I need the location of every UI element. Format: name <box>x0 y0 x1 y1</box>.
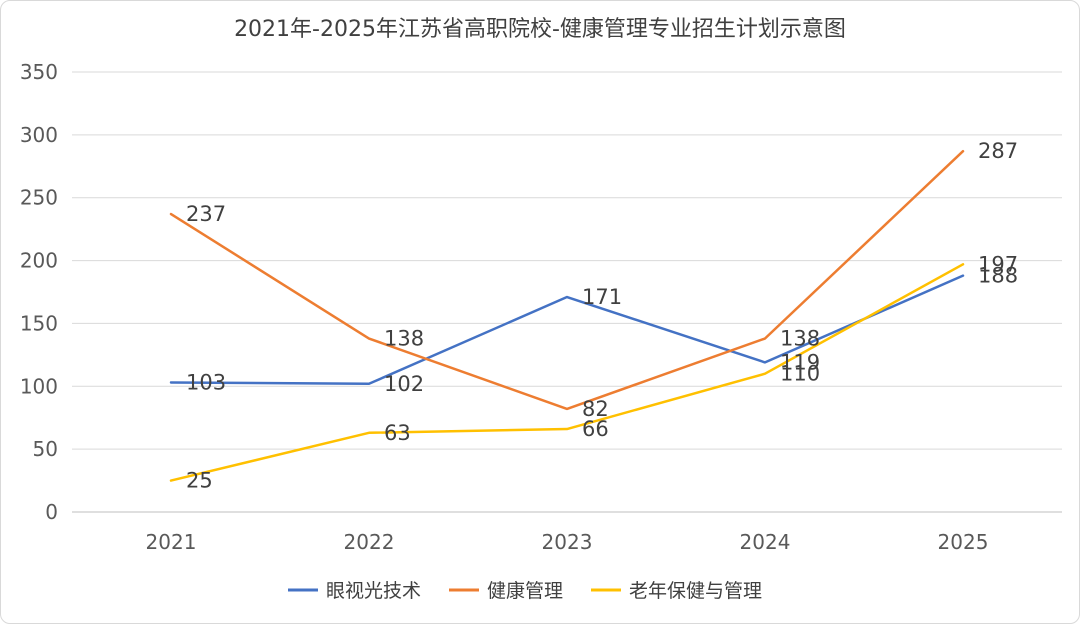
x-tick-label: 2023 <box>542 530 593 554</box>
legend-label: 健康管理 <box>487 580 563 602</box>
x-tick-label: 2024 <box>740 530 791 554</box>
chart-title: 2021年-2025年江苏省高职院校-健康管理专业招生计划示意图 <box>234 17 846 42</box>
data-label: 287 <box>978 139 1018 163</box>
x-axis-ticks: 2021 2022 2023 2024 2025 <box>146 530 989 554</box>
data-label: 138 <box>384 327 424 351</box>
data-label: 25 <box>186 469 213 493</box>
data-label: 82 <box>582 397 609 421</box>
y-tick-label: 50 <box>33 437 58 461</box>
data-label: 66 <box>582 417 609 441</box>
data-label: 119 <box>780 350 820 374</box>
y-tick-label: 100 <box>20 374 58 398</box>
legend-label: 老年保健与管理 <box>629 580 762 602</box>
legend-label: 眼视光技术 <box>326 580 421 602</box>
y-tick-label: 350 <box>20 60 58 84</box>
y-tick-label: 300 <box>20 123 58 147</box>
data-label: 237 <box>186 202 226 226</box>
data-label: 171 <box>582 285 622 309</box>
series-line <box>169 263 965 482</box>
x-tick-label: 2025 <box>938 530 989 554</box>
x-tick-label: 2022 <box>344 530 395 554</box>
data-label: 138 <box>780 327 820 351</box>
x-tick-label: 2021 <box>146 530 197 554</box>
y-tick-label: 250 <box>20 186 58 210</box>
series-line <box>169 149 965 411</box>
data-label: 188 <box>978 264 1018 288</box>
data-label: 110 <box>780 362 820 386</box>
series-line <box>169 274 965 386</box>
grid-lines <box>72 71 1062 513</box>
data-label: 102 <box>384 372 424 396</box>
y-tick-label: 0 <box>45 500 58 524</box>
y-axis-ticks: 0 50 100 150 200 250 300 350 <box>20 60 58 524</box>
data-label: 63 <box>384 421 411 445</box>
series-lines <box>169 149 965 482</box>
y-tick-label: 200 <box>20 249 58 273</box>
data-labels: 103 102 171 119 188 237 138 82 138 287 25 63 66 110 19… <box>186 139 1018 492</box>
data-label: 103 <box>186 371 226 395</box>
data-label: 197 <box>978 252 1018 276</box>
y-tick-label: 150 <box>20 311 58 335</box>
legend: 眼视光技术 健康管理 老年保健与管理 <box>288 580 762 602</box>
